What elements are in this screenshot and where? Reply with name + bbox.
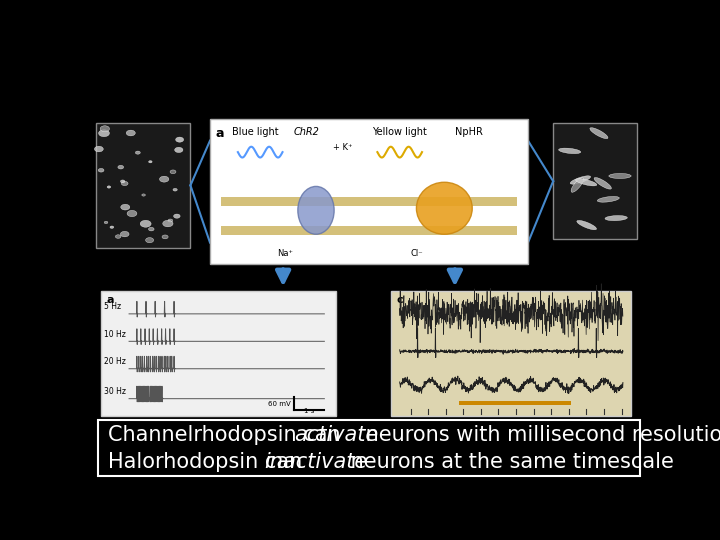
- Text: Yellow light: Yellow light: [372, 127, 427, 137]
- Ellipse shape: [594, 178, 611, 189]
- Ellipse shape: [148, 161, 152, 163]
- Text: Halorhodopsin can: Halorhodopsin can: [109, 453, 310, 472]
- Ellipse shape: [175, 147, 183, 152]
- FancyBboxPatch shape: [96, 123, 190, 248]
- Bar: [221, 197, 517, 206]
- Text: Cl⁻: Cl⁻: [411, 249, 423, 258]
- Ellipse shape: [121, 204, 130, 210]
- Ellipse shape: [118, 165, 124, 169]
- Text: + K⁺: + K⁺: [333, 144, 352, 152]
- Ellipse shape: [107, 186, 111, 188]
- Ellipse shape: [148, 227, 154, 231]
- Ellipse shape: [162, 235, 168, 239]
- Ellipse shape: [160, 176, 169, 182]
- FancyBboxPatch shape: [210, 119, 528, 265]
- Text: NpHR: NpHR: [456, 127, 483, 137]
- Ellipse shape: [559, 148, 581, 154]
- Ellipse shape: [99, 130, 109, 137]
- Text: c: c: [397, 295, 403, 305]
- Text: Blue light: Blue light: [233, 127, 279, 137]
- Ellipse shape: [98, 168, 104, 172]
- Ellipse shape: [575, 179, 597, 186]
- Ellipse shape: [571, 178, 584, 192]
- Ellipse shape: [173, 188, 177, 191]
- Ellipse shape: [120, 231, 129, 237]
- Text: 30 Hz: 30 Hz: [104, 387, 126, 396]
- FancyBboxPatch shape: [553, 123, 637, 239]
- Text: neurons at the same timescale: neurons at the same timescale: [344, 453, 674, 472]
- Ellipse shape: [174, 214, 180, 218]
- Bar: [221, 226, 517, 235]
- Ellipse shape: [145, 238, 153, 243]
- Ellipse shape: [168, 219, 173, 222]
- Ellipse shape: [100, 126, 109, 132]
- Text: 10 Hz: 10 Hz: [104, 330, 126, 339]
- Ellipse shape: [115, 235, 121, 238]
- Ellipse shape: [170, 170, 176, 174]
- Ellipse shape: [94, 146, 103, 152]
- Ellipse shape: [163, 220, 173, 227]
- FancyBboxPatch shape: [99, 420, 639, 476]
- Ellipse shape: [577, 220, 596, 230]
- Ellipse shape: [142, 194, 145, 196]
- Ellipse shape: [598, 197, 619, 202]
- Ellipse shape: [120, 180, 125, 183]
- Text: inactivate: inactivate: [264, 453, 367, 472]
- Ellipse shape: [127, 211, 137, 217]
- FancyBboxPatch shape: [101, 292, 336, 416]
- Text: 1 s: 1 s: [304, 408, 314, 414]
- Text: Na⁺: Na⁺: [277, 249, 293, 258]
- Text: 20 Hz: 20 Hz: [104, 357, 126, 366]
- Ellipse shape: [176, 137, 184, 142]
- Text: Channelrhodopsin can: Channelrhodopsin can: [109, 426, 348, 446]
- Ellipse shape: [605, 215, 627, 221]
- Ellipse shape: [570, 176, 590, 184]
- Text: a: a: [107, 295, 114, 305]
- Text: a: a: [215, 127, 224, 140]
- Text: ChR2: ChR2: [294, 127, 320, 137]
- Ellipse shape: [416, 183, 472, 234]
- Ellipse shape: [135, 151, 140, 154]
- Text: activate: activate: [294, 426, 378, 446]
- Ellipse shape: [590, 128, 608, 139]
- Text: neurons with millisecond resolution: neurons with millisecond resolution: [359, 426, 720, 446]
- Text: 60 mV: 60 mV: [268, 401, 291, 407]
- Ellipse shape: [110, 226, 114, 228]
- Ellipse shape: [609, 173, 631, 178]
- Ellipse shape: [126, 130, 135, 136]
- Ellipse shape: [140, 220, 151, 227]
- Text: 5 Hz: 5 Hz: [104, 302, 121, 312]
- FancyBboxPatch shape: [392, 292, 631, 416]
- Ellipse shape: [298, 186, 334, 234]
- Bar: [459, 401, 571, 405]
- Ellipse shape: [122, 181, 128, 186]
- Ellipse shape: [104, 221, 108, 224]
